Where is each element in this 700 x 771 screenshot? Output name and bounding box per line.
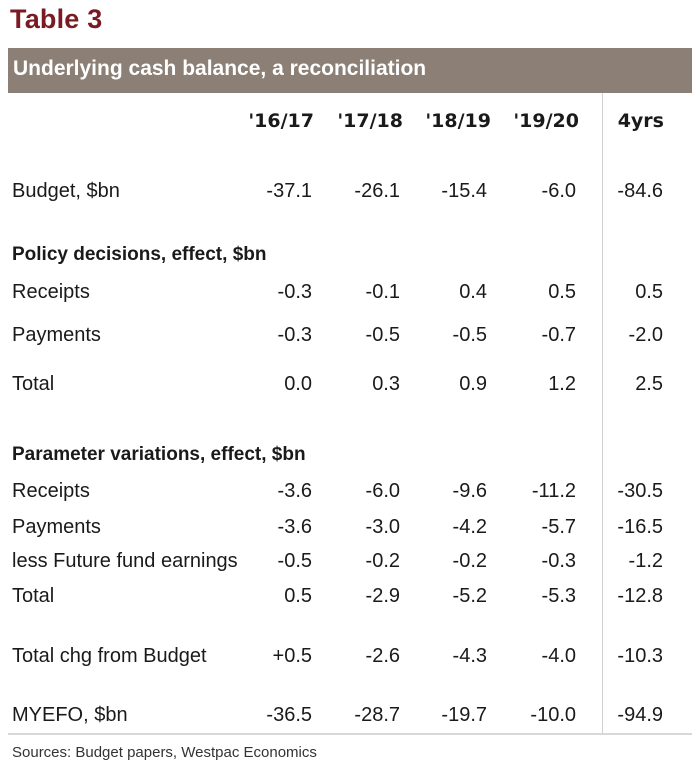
row-label: MYEFO, $bn [12, 704, 128, 726]
cell: 1.2 [548, 373, 576, 395]
row-label: Receipts [12, 281, 90, 303]
cell: -0.2 [365, 550, 400, 572]
cell: -3.6 [277, 516, 312, 538]
cell: -4.0 [541, 645, 576, 667]
cell: 0.3 [372, 373, 400, 395]
cell: -5.7 [541, 516, 576, 538]
row-label: less Future fund earnings [12, 550, 238, 572]
cell: -0.3 [277, 281, 312, 303]
table-row-parameter-receipts: Receipts -3.6 -6.0 -9.6 -11.2 -30.5 [0, 480, 700, 506]
cell: -10.0 [530, 704, 576, 726]
row-label: Total [12, 585, 55, 607]
cell: -1.2 [628, 550, 663, 572]
cell: +0.5 [272, 645, 312, 667]
cell: -6.0 [541, 180, 576, 202]
cell: -0.7 [541, 324, 576, 346]
table-row-budget: Budget, $bn -37.1 -26.1 -15.4 -6.0 -84.6 [0, 180, 700, 206]
bottom-rule [8, 733, 692, 735]
cell: -3.0 [365, 516, 400, 538]
column-divider [602, 93, 603, 733]
table-title: Table 3 [10, 4, 103, 34]
cell: -0.3 [541, 550, 576, 572]
cell: -5.3 [541, 585, 576, 607]
row-label: Total [12, 373, 55, 395]
cell: 0.5 [284, 585, 312, 607]
column-header: '18/19 [425, 110, 491, 132]
cell: -12.8 [617, 585, 663, 607]
cell: -2.6 [365, 645, 400, 667]
table-row-myefo: MYEFO, $bn -36.5 -28.7 -19.7 -10.0 -94.9 [0, 704, 700, 730]
cell: -0.1 [365, 281, 400, 303]
source-note: Sources: Budget papers, Westpac Economic… [12, 744, 317, 761]
cell: -4.2 [452, 516, 487, 538]
column-header: '19/20 [513, 110, 579, 132]
cell: -0.5 [277, 550, 312, 572]
cell: -4.3 [452, 645, 487, 667]
row-label: Total chg from Budget [12, 645, 207, 667]
cell: -0.2 [452, 550, 487, 572]
section-label: Parameter variations, effect, $bn [12, 444, 306, 465]
column-header-row: '16/17 '17/18 '18/19 '19/20 4yrs [0, 110, 700, 136]
table-row-future-fund-earnings: less Future fund earnings -0.5 -0.2 -0.2… [0, 550, 700, 576]
section-heading-parameter-variations: Parameter variations, effect, $bn [0, 444, 700, 470]
cell: -3.6 [277, 480, 312, 502]
table-row-total-change: Total chg from Budget +0.5 -2.6 -4.3 -4.… [0, 645, 700, 671]
section-label: Policy decisions, effect, $bn [12, 244, 267, 265]
cell: -11.2 [531, 480, 576, 502]
cell: -0.3 [277, 324, 312, 346]
cell: 0.4 [459, 281, 487, 303]
cell: -0.5 [452, 324, 487, 346]
row-label: Payments [12, 324, 101, 346]
cell: 2.5 [635, 373, 663, 395]
table-row-parameter-payments: Payments -3.6 -3.0 -4.2 -5.7 -16.5 [0, 516, 700, 542]
section-heading-policy-decisions: Policy decisions, effect, $bn [0, 244, 700, 270]
cell: -9.6 [452, 480, 487, 502]
table-row-parameter-total: Total 0.5 -2.9 -5.2 -5.3 -12.8 [0, 585, 700, 611]
cell: -6.0 [365, 480, 400, 502]
column-header: '17/18 [337, 110, 403, 132]
cell: -2.9 [365, 585, 400, 607]
cell: -26.1 [354, 180, 400, 202]
cell: -37.1 [266, 180, 312, 202]
cell: 0.0 [284, 373, 312, 395]
row-label: Receipts [12, 480, 90, 502]
table-subtitle: Underlying cash balance, a reconciliatio… [13, 57, 427, 80]
cell: 0.5 [548, 281, 576, 303]
cell: -36.5 [266, 704, 312, 726]
cell: -5.2 [452, 585, 487, 607]
cell: -0.5 [365, 324, 400, 346]
cell: -28.7 [354, 704, 400, 726]
table-header-band: Underlying cash balance, a reconciliatio… [8, 48, 692, 93]
cell: 0.5 [635, 281, 663, 303]
column-header: '16/17 [248, 110, 314, 132]
row-label: Payments [12, 516, 101, 538]
table-row-policy-payments: Payments -0.3 -0.5 -0.5 -0.7 -2.0 [0, 324, 700, 350]
table-row-policy-total: Total 0.0 0.3 0.9 1.2 2.5 [0, 373, 700, 399]
table-row-policy-receipts: Receipts -0.3 -0.1 0.4 0.5 0.5 [0, 281, 700, 307]
cell: -15.4 [441, 180, 487, 202]
cell: -16.5 [617, 516, 663, 538]
cell: -10.3 [617, 645, 663, 667]
cell: 0.9 [459, 373, 487, 395]
cell: -30.5 [617, 480, 663, 502]
cell: -84.6 [617, 180, 663, 202]
cell: -19.7 [441, 704, 487, 726]
cell: -94.9 [617, 704, 663, 726]
column-header: 4yrs [617, 110, 664, 132]
row-label: Budget, $bn [12, 180, 120, 202]
cell: -2.0 [628, 324, 663, 346]
